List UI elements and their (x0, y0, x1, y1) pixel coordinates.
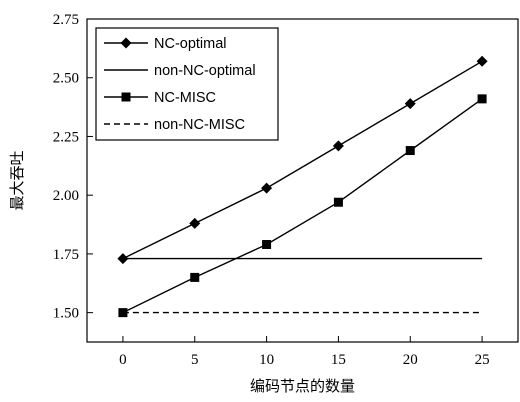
data-point-nc-optimal (189, 217, 201, 229)
y-tick-label: 2.25 (53, 129, 79, 145)
data-point-nc-misc (477, 94, 487, 104)
legend-label-nc-misc: NC-MISC (154, 90, 216, 106)
y-tick-label: 1.75 (53, 247, 79, 263)
plot-frame (86, 18, 519, 343)
legend-marker-nc-optimal (120, 37, 132, 49)
series-line-nc-optimal (122, 60, 483, 260)
data-point-nc-optimal (332, 140, 344, 152)
legend: NC-optimal non-NC-optimal NC-MISC non-NC-MI… (95, 27, 279, 141)
x-tick-label: 25 (475, 352, 490, 368)
plot-frame-layer (86, 18, 519, 343)
data-point-nc-misc (333, 197, 343, 207)
data-point-nc-optimal (261, 182, 273, 194)
x-tick-label: 10 (259, 352, 274, 368)
ticks-layer: 0 5 10 15 20 25 1.50 1.75 2.00 2.25 2.50 2.75 (53, 12, 490, 368)
data-point-nc-optimal (476, 55, 488, 67)
data-point-nc-misc (262, 240, 272, 250)
y-tick-label: 1.50 (53, 306, 79, 322)
x-tick-label: 15 (331, 352, 346, 368)
data-point-nc-misc (405, 146, 415, 156)
y-axis-label: 最大吞吐 (8, 150, 26, 210)
series-line-nc-misc (122, 98, 483, 314)
x-tick-label: 5 (191, 352, 199, 368)
legend-marker-nc-misc (121, 92, 131, 102)
y-tick-label: 2.75 (53, 12, 79, 28)
x-tick-label: 20 (403, 352, 418, 368)
legend-label-non-nc-optimal: non-NC-optimal (154, 63, 256, 79)
data-point-nc-misc (190, 272, 200, 282)
series-layer (117, 55, 488, 318)
data-point-nc-optimal (404, 98, 416, 110)
y-tick-label: 2.00 (53, 188, 79, 204)
y-tick-label: 2.50 (53, 71, 79, 87)
x-axis-label: 编码节点的数量 (250, 377, 355, 395)
legend-label-nc-optimal: NC-optimal (154, 36, 227, 52)
x-tick-label: 0 (119, 352, 127, 368)
legend-label-non-nc-misc: non-NC-MISC (154, 117, 245, 133)
